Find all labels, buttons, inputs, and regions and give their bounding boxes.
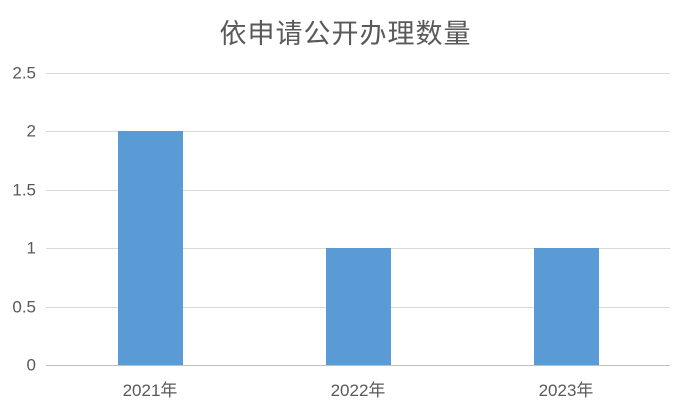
y-axis-tick-label: 0 <box>26 355 36 375</box>
y-axis-tick-label: 2.5 <box>12 63 36 83</box>
gridline <box>46 189 670 191</box>
bar <box>533 248 599 365</box>
chart-title: 依申请公开办理数量 <box>219 19 472 49</box>
bar <box>325 248 391 365</box>
x-axis-line <box>46 365 670 366</box>
y-axis-tick-label: 2 <box>26 121 36 141</box>
y-axis-tick-label: 1.5 <box>12 180 36 200</box>
bar <box>117 131 183 365</box>
y-axis-tick-label: 1 <box>26 238 36 258</box>
gridline <box>46 131 670 133</box>
x-axis-label: 2021年 <box>122 381 178 400</box>
gridline <box>46 73 670 74</box>
y-axis-tick-label: 0.5 <box>12 297 36 317</box>
x-axis-label: 2022年 <box>330 381 386 400</box>
x-axis-label: 2023年 <box>538 381 594 400</box>
